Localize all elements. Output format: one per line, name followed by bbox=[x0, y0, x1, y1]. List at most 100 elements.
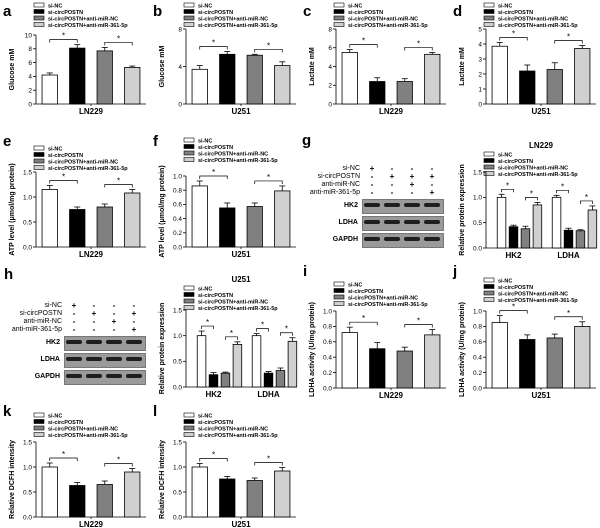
bar-hk2-1 bbox=[508, 226, 519, 249]
y-tick-label: 1.0 bbox=[473, 308, 482, 315]
y-axis-label: ATP level (μmol/mg protein) bbox=[9, 163, 16, 255]
y-tick-label: 0.4 bbox=[473, 355, 482, 362]
y-tick-label: 0.6 bbox=[173, 202, 182, 209]
significance-star: * bbox=[362, 314, 365, 323]
y-tick-label: 0.0 bbox=[173, 514, 182, 521]
blot-band-label: HK2 bbox=[45, 339, 60, 346]
y-axis-label: Relative DCFH intensity bbox=[159, 440, 166, 519]
chart-title: U251 bbox=[231, 275, 251, 284]
legend-swatch bbox=[183, 9, 195, 14]
legend-label: si-circPOSTN+anti-miR-NC bbox=[198, 299, 268, 305]
y-tick-label: 0 bbox=[178, 101, 182, 108]
legend-label: si-NC bbox=[48, 3, 62, 9]
bar-si-circpostn-anti-mir-nc bbox=[246, 206, 263, 248]
blot-sign: - bbox=[72, 325, 76, 334]
x-axis-label: LN229 bbox=[379, 107, 404, 116]
y-tick-label: 1.0 bbox=[323, 308, 332, 315]
significance-bracket bbox=[256, 328, 269, 332]
legend-swatch bbox=[483, 22, 495, 27]
y-tick-label: 0.0 bbox=[173, 244, 182, 251]
y-axis-label: Relative protein expression bbox=[159, 303, 166, 394]
legend-swatch bbox=[33, 419, 45, 424]
y-tick-label: 4 bbox=[478, 41, 482, 48]
significance-bracket bbox=[254, 462, 283, 466]
blot-row-label: si-circPOSTN bbox=[19, 310, 62, 317]
significance-star: * bbox=[512, 30, 515, 39]
bar-si-nc bbox=[191, 185, 208, 248]
protein-band bbox=[106, 340, 122, 344]
blot-sign: + bbox=[409, 180, 415, 189]
x-axis-label: LN229 bbox=[79, 250, 104, 259]
blot-sign: - bbox=[72, 309, 76, 318]
legend-label: si-circPOSTN bbox=[498, 285, 533, 291]
bar-ldha-1 bbox=[563, 229, 574, 249]
legend-swatch bbox=[333, 281, 345, 287]
legend-label: si-circPOSTN+anti-miR-NC bbox=[48, 426, 118, 432]
y-tick-label: 0.8 bbox=[323, 324, 332, 331]
legend-swatch bbox=[333, 9, 345, 14]
bar-si-nc bbox=[191, 68, 208, 105]
western-blot-g: si-NC + - - - si-circPOSTN - + + + anti-miR-NC - - + -… bbox=[298, 164, 450, 255]
significance-star: * bbox=[585, 193, 588, 202]
y-tick-label: 0 bbox=[328, 101, 332, 108]
significance-bracket bbox=[49, 180, 78, 184]
bar-si-circpostn bbox=[219, 478, 236, 518]
legend-label: si-circPOSTN+anti-miR-361-5p bbox=[198, 158, 278, 164]
legend-swatch bbox=[483, 277, 495, 283]
protein-band bbox=[66, 340, 82, 344]
legend-swatch bbox=[183, 22, 195, 27]
legend-swatch bbox=[333, 288, 345, 293]
y-axis-label: LDHA activity (U/mg protein) bbox=[459, 302, 466, 397]
bar-si-circpostn-anti-mir-361-5p bbox=[124, 192, 141, 248]
significance-star: * bbox=[212, 168, 215, 177]
x-category-label: LDHA bbox=[257, 390, 279, 399]
legend-swatch bbox=[483, 290, 495, 296]
legend-label: si-circPOSTN+anti-miR-361-5p bbox=[348, 302, 428, 308]
legend-label: si-circPOSTN bbox=[198, 293, 233, 299]
significance-bracket bbox=[201, 325, 214, 330]
legend-label: si-NC bbox=[48, 413, 62, 419]
x-category-label: LDHA bbox=[557, 251, 579, 260]
panel-letter: d bbox=[453, 3, 462, 20]
significance-star: * bbox=[267, 173, 270, 182]
legend-label: si-circPOSTN+anti-miR-NC bbox=[498, 165, 568, 171]
legend-swatch bbox=[33, 152, 45, 157]
y-tick-label: 1.0 bbox=[23, 464, 32, 471]
y-tick-label: 0.0 bbox=[23, 244, 32, 251]
chart-c: c si-NCsi-circPOSTNsi-circPOSTN+anti-miR-… bbox=[303, 2, 446, 116]
y-tick-label: 4 bbox=[28, 74, 32, 81]
legend-label: si-circPOSTN bbox=[48, 10, 83, 16]
blot-row-label: anti-miR-NC bbox=[321, 181, 361, 188]
legend-label: si-circPOSTN+anti-miR-361-5p bbox=[498, 298, 578, 304]
protein-band bbox=[86, 374, 102, 378]
legend-label: si-circPOSTN+anti-miR-NC bbox=[348, 295, 418, 301]
protein-band bbox=[424, 203, 440, 207]
y-tick-label: 1.0 bbox=[173, 333, 182, 340]
blot-sign: + bbox=[131, 325, 137, 334]
legend-swatch bbox=[33, 158, 45, 164]
blot-row-label: si-NC bbox=[342, 165, 361, 172]
blot-sign: - bbox=[410, 164, 414, 173]
x-category-label: HK2 bbox=[505, 251, 522, 260]
blot-sign: - bbox=[370, 172, 374, 181]
bar-ldha-2 bbox=[575, 230, 586, 249]
bar-si-circpostn-anti-mir-nc bbox=[396, 350, 413, 389]
significance-bracket bbox=[199, 175, 228, 179]
significance-star: * bbox=[62, 173, 65, 182]
chart-b: b si-NCsi-circPOSTNsi-circPOSTN+anti-miR-… bbox=[153, 2, 296, 116]
legend-swatch bbox=[33, 2, 45, 8]
bar-si-nc bbox=[341, 52, 358, 105]
y-tick-label: 0.6 bbox=[323, 339, 332, 346]
blot-sign: - bbox=[370, 180, 374, 189]
y-tick-label: 0.0 bbox=[323, 385, 332, 392]
blot-sign: - bbox=[390, 180, 394, 189]
blot-sign: - bbox=[112, 325, 116, 334]
significance-star: * bbox=[267, 41, 270, 50]
blot-sign: - bbox=[132, 317, 136, 326]
x-axis-label: LN229 bbox=[79, 107, 104, 116]
legend-label: si-circPOSTN+anti-miR-361-5p bbox=[198, 23, 278, 29]
bar-si-nc bbox=[341, 332, 358, 389]
blot-sign: - bbox=[430, 180, 434, 189]
panel-letter-g: g bbox=[302, 132, 312, 149]
blot-band-label: LDHA bbox=[40, 356, 60, 363]
